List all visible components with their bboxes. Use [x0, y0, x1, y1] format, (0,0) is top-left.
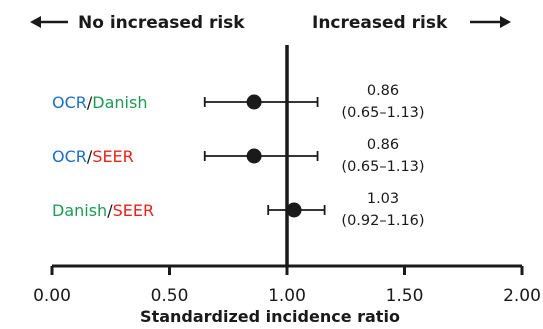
forest-row: OCR/Danish 0.86 (0.65–1.13) [52, 83, 425, 121]
row-label: OCR/Danish [52, 93, 147, 112]
x-tick-label: 2.00 [503, 286, 541, 306]
x-axis-label: Standardized incidence ratio [140, 307, 400, 326]
x-tick-label: 1.50 [386, 286, 424, 306]
point-estimate [246, 148, 262, 164]
point-estimate [246, 94, 262, 110]
x-tick-label: 0.50 [151, 286, 189, 306]
estimate-value: 0.86 [367, 83, 399, 99]
left-arrow-icon [30, 16, 68, 28]
forest-row: Danish/SEER 1.03 (0.92–1.16) [52, 191, 425, 229]
row-label-part: / [87, 147, 93, 166]
confidence-interval: (0.92–1.16) [341, 213, 424, 229]
x-axis-ticks [50, 266, 524, 275]
row-label-part: OCR [52, 147, 87, 166]
right-arrow-icon [470, 16, 511, 28]
row-label-part: Danish [52, 201, 107, 220]
row-label: Danish/SEER [52, 201, 154, 220]
row-label: OCR/SEER [52, 147, 134, 166]
increased-risk-label: Increased risk [312, 13, 448, 33]
forest-rows: OCR/Danish0.86(0.65–1.13)OCR/SEER0.86(0.… [52, 83, 425, 229]
x-axis-tick-labels: 0.00 0.50 1.00 1.50 2.00 [33, 286, 541, 306]
forest-row: OCR/SEER 0.86 (0.65–1.13) [52, 137, 425, 175]
row-label-part: SEER [92, 147, 134, 166]
row-label-part: / [87, 93, 93, 112]
estimate-value: 0.86 [367, 137, 399, 153]
x-tick-label: 0.00 [33, 286, 71, 306]
point-estimate [286, 202, 302, 218]
row-label-part: / [107, 201, 113, 220]
no-increased-risk-label: No increased risk [78, 13, 245, 33]
row-label-part: Danish [92, 93, 147, 112]
x-tick-label: 1.00 [268, 286, 306, 306]
confidence-interval: (0.65–1.13) [341, 105, 424, 121]
row-label-part: SEER [113, 201, 155, 220]
estimate-value: 1.03 [367, 191, 399, 207]
row-label-part: OCR [52, 93, 87, 112]
confidence-interval: (0.65–1.13) [341, 159, 424, 175]
